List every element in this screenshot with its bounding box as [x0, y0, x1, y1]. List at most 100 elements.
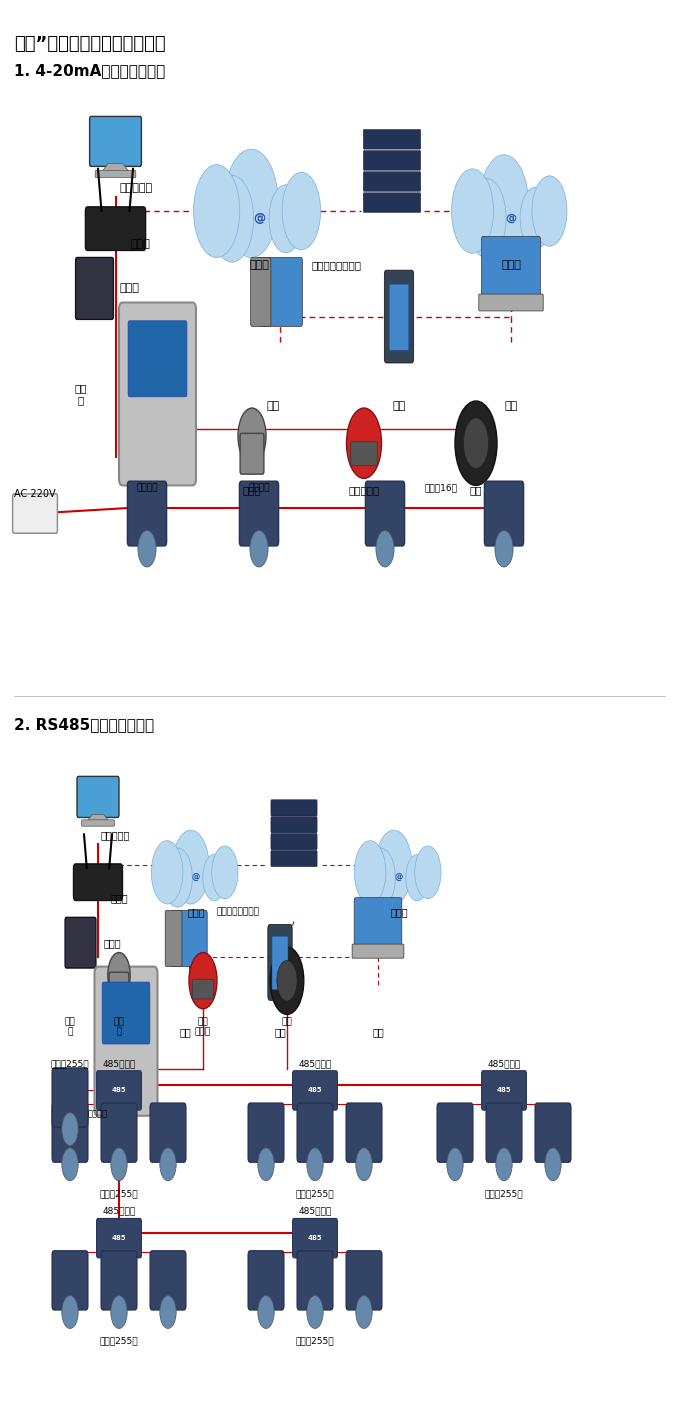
Polygon shape: [86, 815, 110, 822]
Text: 信号输出: 信号输出: [248, 484, 270, 492]
Text: 485: 485: [308, 1088, 322, 1093]
Circle shape: [455, 401, 497, 485]
Text: 手机: 手机: [274, 1027, 286, 1037]
FancyBboxPatch shape: [272, 936, 288, 989]
Circle shape: [270, 947, 304, 1014]
FancyBboxPatch shape: [297, 1103, 333, 1162]
FancyBboxPatch shape: [52, 1068, 88, 1127]
Circle shape: [366, 848, 396, 908]
Text: 485中继器: 485中继器: [487, 1059, 521, 1068]
FancyBboxPatch shape: [258, 257, 302, 326]
FancyBboxPatch shape: [293, 1071, 337, 1110]
Text: 单机版电脑: 单机版电脑: [101, 830, 130, 840]
FancyBboxPatch shape: [128, 321, 187, 397]
Text: 风机: 风机: [281, 1017, 293, 1026]
Text: @: @: [192, 874, 200, 882]
Text: 路由器: 路由器: [110, 893, 128, 903]
Text: 转换器: 转换器: [120, 283, 139, 294]
Text: 信号输出: 信号输出: [88, 1110, 108, 1119]
Text: 485中继器: 485中继器: [102, 1059, 136, 1068]
Text: 可连接255台: 可连接255台: [99, 1337, 139, 1345]
Text: 电脑: 电脑: [267, 401, 279, 411]
FancyBboxPatch shape: [363, 151, 421, 170]
Text: 可连接255台: 可连接255台: [99, 1189, 139, 1197]
Circle shape: [545, 1148, 561, 1180]
Text: 互联网: 互联网: [187, 908, 205, 917]
Circle shape: [111, 1296, 127, 1328]
Text: 可连接255台: 可连接255台: [295, 1189, 335, 1197]
Text: 通讯
线: 通讯 线: [74, 383, 87, 405]
FancyBboxPatch shape: [346, 1103, 382, 1162]
Text: 互联网: 互联网: [249, 260, 269, 270]
Circle shape: [62, 1113, 78, 1145]
Circle shape: [269, 184, 303, 253]
FancyBboxPatch shape: [240, 433, 264, 474]
Circle shape: [495, 530, 513, 567]
FancyBboxPatch shape: [271, 816, 317, 833]
Text: 手机: 手机: [393, 401, 405, 411]
Text: 风机: 风机: [470, 485, 482, 495]
Circle shape: [203, 854, 226, 900]
Text: 485: 485: [308, 1235, 322, 1241]
Text: 485: 485: [112, 1088, 126, 1093]
Circle shape: [189, 953, 217, 1009]
Circle shape: [108, 953, 130, 998]
FancyBboxPatch shape: [479, 294, 543, 311]
Circle shape: [532, 176, 567, 246]
Circle shape: [406, 854, 429, 900]
Text: 互联网: 互联网: [390, 908, 408, 917]
FancyBboxPatch shape: [248, 1251, 284, 1310]
FancyBboxPatch shape: [363, 172, 421, 191]
Circle shape: [258, 1296, 274, 1328]
Circle shape: [356, 1296, 372, 1328]
Text: 信号输出: 信号输出: [136, 484, 158, 492]
FancyBboxPatch shape: [365, 481, 405, 546]
Text: 1. 4-20mA信号连接系统图: 1. 4-20mA信号连接系统图: [14, 63, 165, 79]
FancyBboxPatch shape: [354, 898, 402, 954]
FancyBboxPatch shape: [97, 1071, 141, 1110]
FancyBboxPatch shape: [482, 1071, 526, 1110]
FancyBboxPatch shape: [119, 303, 196, 485]
FancyBboxPatch shape: [150, 1103, 186, 1162]
Polygon shape: [101, 163, 130, 173]
FancyBboxPatch shape: [352, 944, 404, 958]
Text: 通讯
线: 通讯 线: [64, 1017, 76, 1037]
Text: 可连接16个: 可连接16个: [424, 484, 458, 492]
FancyBboxPatch shape: [363, 129, 421, 149]
FancyBboxPatch shape: [150, 1251, 186, 1310]
Circle shape: [277, 961, 297, 1000]
Text: 可连接255台: 可连接255台: [295, 1337, 335, 1345]
Circle shape: [211, 176, 253, 262]
FancyBboxPatch shape: [65, 917, 96, 968]
FancyBboxPatch shape: [271, 850, 317, 867]
Circle shape: [62, 1296, 78, 1328]
FancyBboxPatch shape: [82, 820, 114, 826]
FancyBboxPatch shape: [85, 207, 146, 250]
Text: 485中继器: 485中继器: [298, 1207, 332, 1216]
Text: 安帕尔网络服务器: 安帕尔网络服务器: [311, 260, 361, 270]
FancyBboxPatch shape: [52, 1251, 88, 1310]
Circle shape: [151, 841, 183, 905]
Text: AC 220V: AC 220V: [14, 490, 56, 499]
Circle shape: [258, 1148, 274, 1180]
FancyBboxPatch shape: [536, 1103, 571, 1162]
FancyBboxPatch shape: [13, 494, 57, 533]
Text: 大众”系列带显示固定式检测仪: 大众”系列带显示固定式检测仪: [14, 35, 166, 53]
Text: 转换器: 转换器: [103, 937, 121, 948]
Text: @: @: [505, 212, 517, 224]
Circle shape: [463, 418, 489, 469]
Circle shape: [212, 846, 238, 899]
Circle shape: [480, 155, 528, 253]
Text: 终端: 终端: [372, 1027, 384, 1037]
Circle shape: [160, 1148, 176, 1180]
Text: 485: 485: [112, 1235, 126, 1241]
FancyBboxPatch shape: [109, 972, 129, 1006]
Circle shape: [307, 1296, 323, 1328]
Text: 安帕尔网络服务器: 安帕尔网络服务器: [216, 908, 260, 916]
FancyBboxPatch shape: [486, 1103, 522, 1162]
Circle shape: [193, 165, 239, 257]
FancyBboxPatch shape: [297, 1251, 333, 1310]
Text: 声光报警器: 声光报警器: [349, 485, 379, 495]
FancyBboxPatch shape: [165, 910, 182, 967]
Text: 485中继器: 485中继器: [102, 1207, 136, 1216]
